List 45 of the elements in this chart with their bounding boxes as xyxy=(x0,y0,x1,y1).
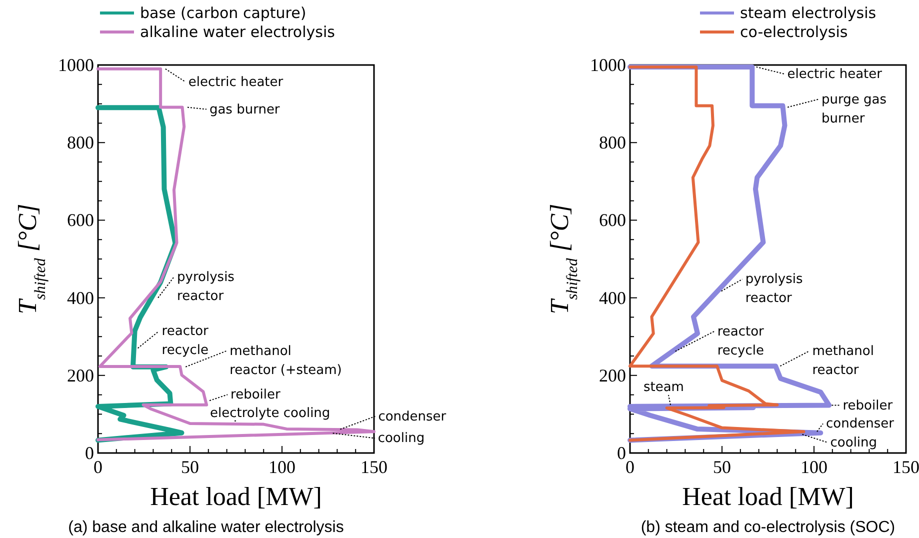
x-tick-label: 150 xyxy=(892,457,919,477)
y-tick-label: 200 xyxy=(599,365,626,386)
annotation: purge gas burner xyxy=(822,92,887,126)
annotation: methanol reactor xyxy=(812,344,874,378)
annotation: reactor recycle xyxy=(717,324,765,358)
x-tick-label: 50 xyxy=(181,457,199,477)
annotation: reboiler xyxy=(842,398,894,414)
annotation: pyrolysis reactor xyxy=(745,272,803,306)
y-tick-label: 0 xyxy=(617,443,626,463)
annotation: electrolyte cooling xyxy=(210,406,330,421)
annotation: reactor recycle xyxy=(162,324,210,358)
x-axis-title: Heat load [MW] xyxy=(150,482,322,511)
legend-label: steam electrolysis xyxy=(740,4,876,22)
x-tick-label: 150 xyxy=(360,457,388,477)
y-tick-label: 400 xyxy=(599,288,626,308)
x-tick-label: 100 xyxy=(800,457,828,477)
line-series xyxy=(96,67,376,442)
text: (a) base and alkaline water electrolysis xyxy=(68,519,344,536)
x-tick-label: 100 xyxy=(268,457,296,477)
annotation: cooling xyxy=(378,431,425,446)
y-tick-label: 600 xyxy=(67,210,94,230)
legend-label: co-electrolysis xyxy=(740,23,848,41)
annotation: reboiler xyxy=(230,388,282,403)
legend-label: base (carbon capture) xyxy=(140,4,306,22)
y-tick-label: 1000 xyxy=(590,55,626,75)
annotation: pyrolysis reactor xyxy=(177,270,235,304)
y-tick-label: 1000 xyxy=(58,55,94,75)
annotation: electric heater xyxy=(787,66,883,82)
annotation: gas burner xyxy=(209,102,280,118)
annotation: electric heater xyxy=(188,74,284,90)
annotation: condenser xyxy=(826,416,895,432)
legend-label: alkaline water electrolysis xyxy=(140,23,336,41)
text: (b) steam and co-electrolysis (SOC) xyxy=(640,519,896,536)
y-tick-label: 600 xyxy=(599,210,626,230)
y-tick-label: 200 xyxy=(67,365,94,386)
x-axis-title: Heat load [MW] xyxy=(682,482,854,511)
annotation: steam xyxy=(643,380,684,395)
annotation: methanol reactor (+steam) xyxy=(230,344,342,378)
y-tick-label: 0 xyxy=(85,443,94,463)
y-tick-label: 800 xyxy=(599,132,626,153)
x-tick-label: 50 xyxy=(713,457,731,477)
annotation: condenser xyxy=(378,409,447,424)
y-tick-label: 400 xyxy=(67,288,94,308)
y-tick-label: 800 xyxy=(67,132,94,153)
annotation: cooling xyxy=(830,435,878,450)
